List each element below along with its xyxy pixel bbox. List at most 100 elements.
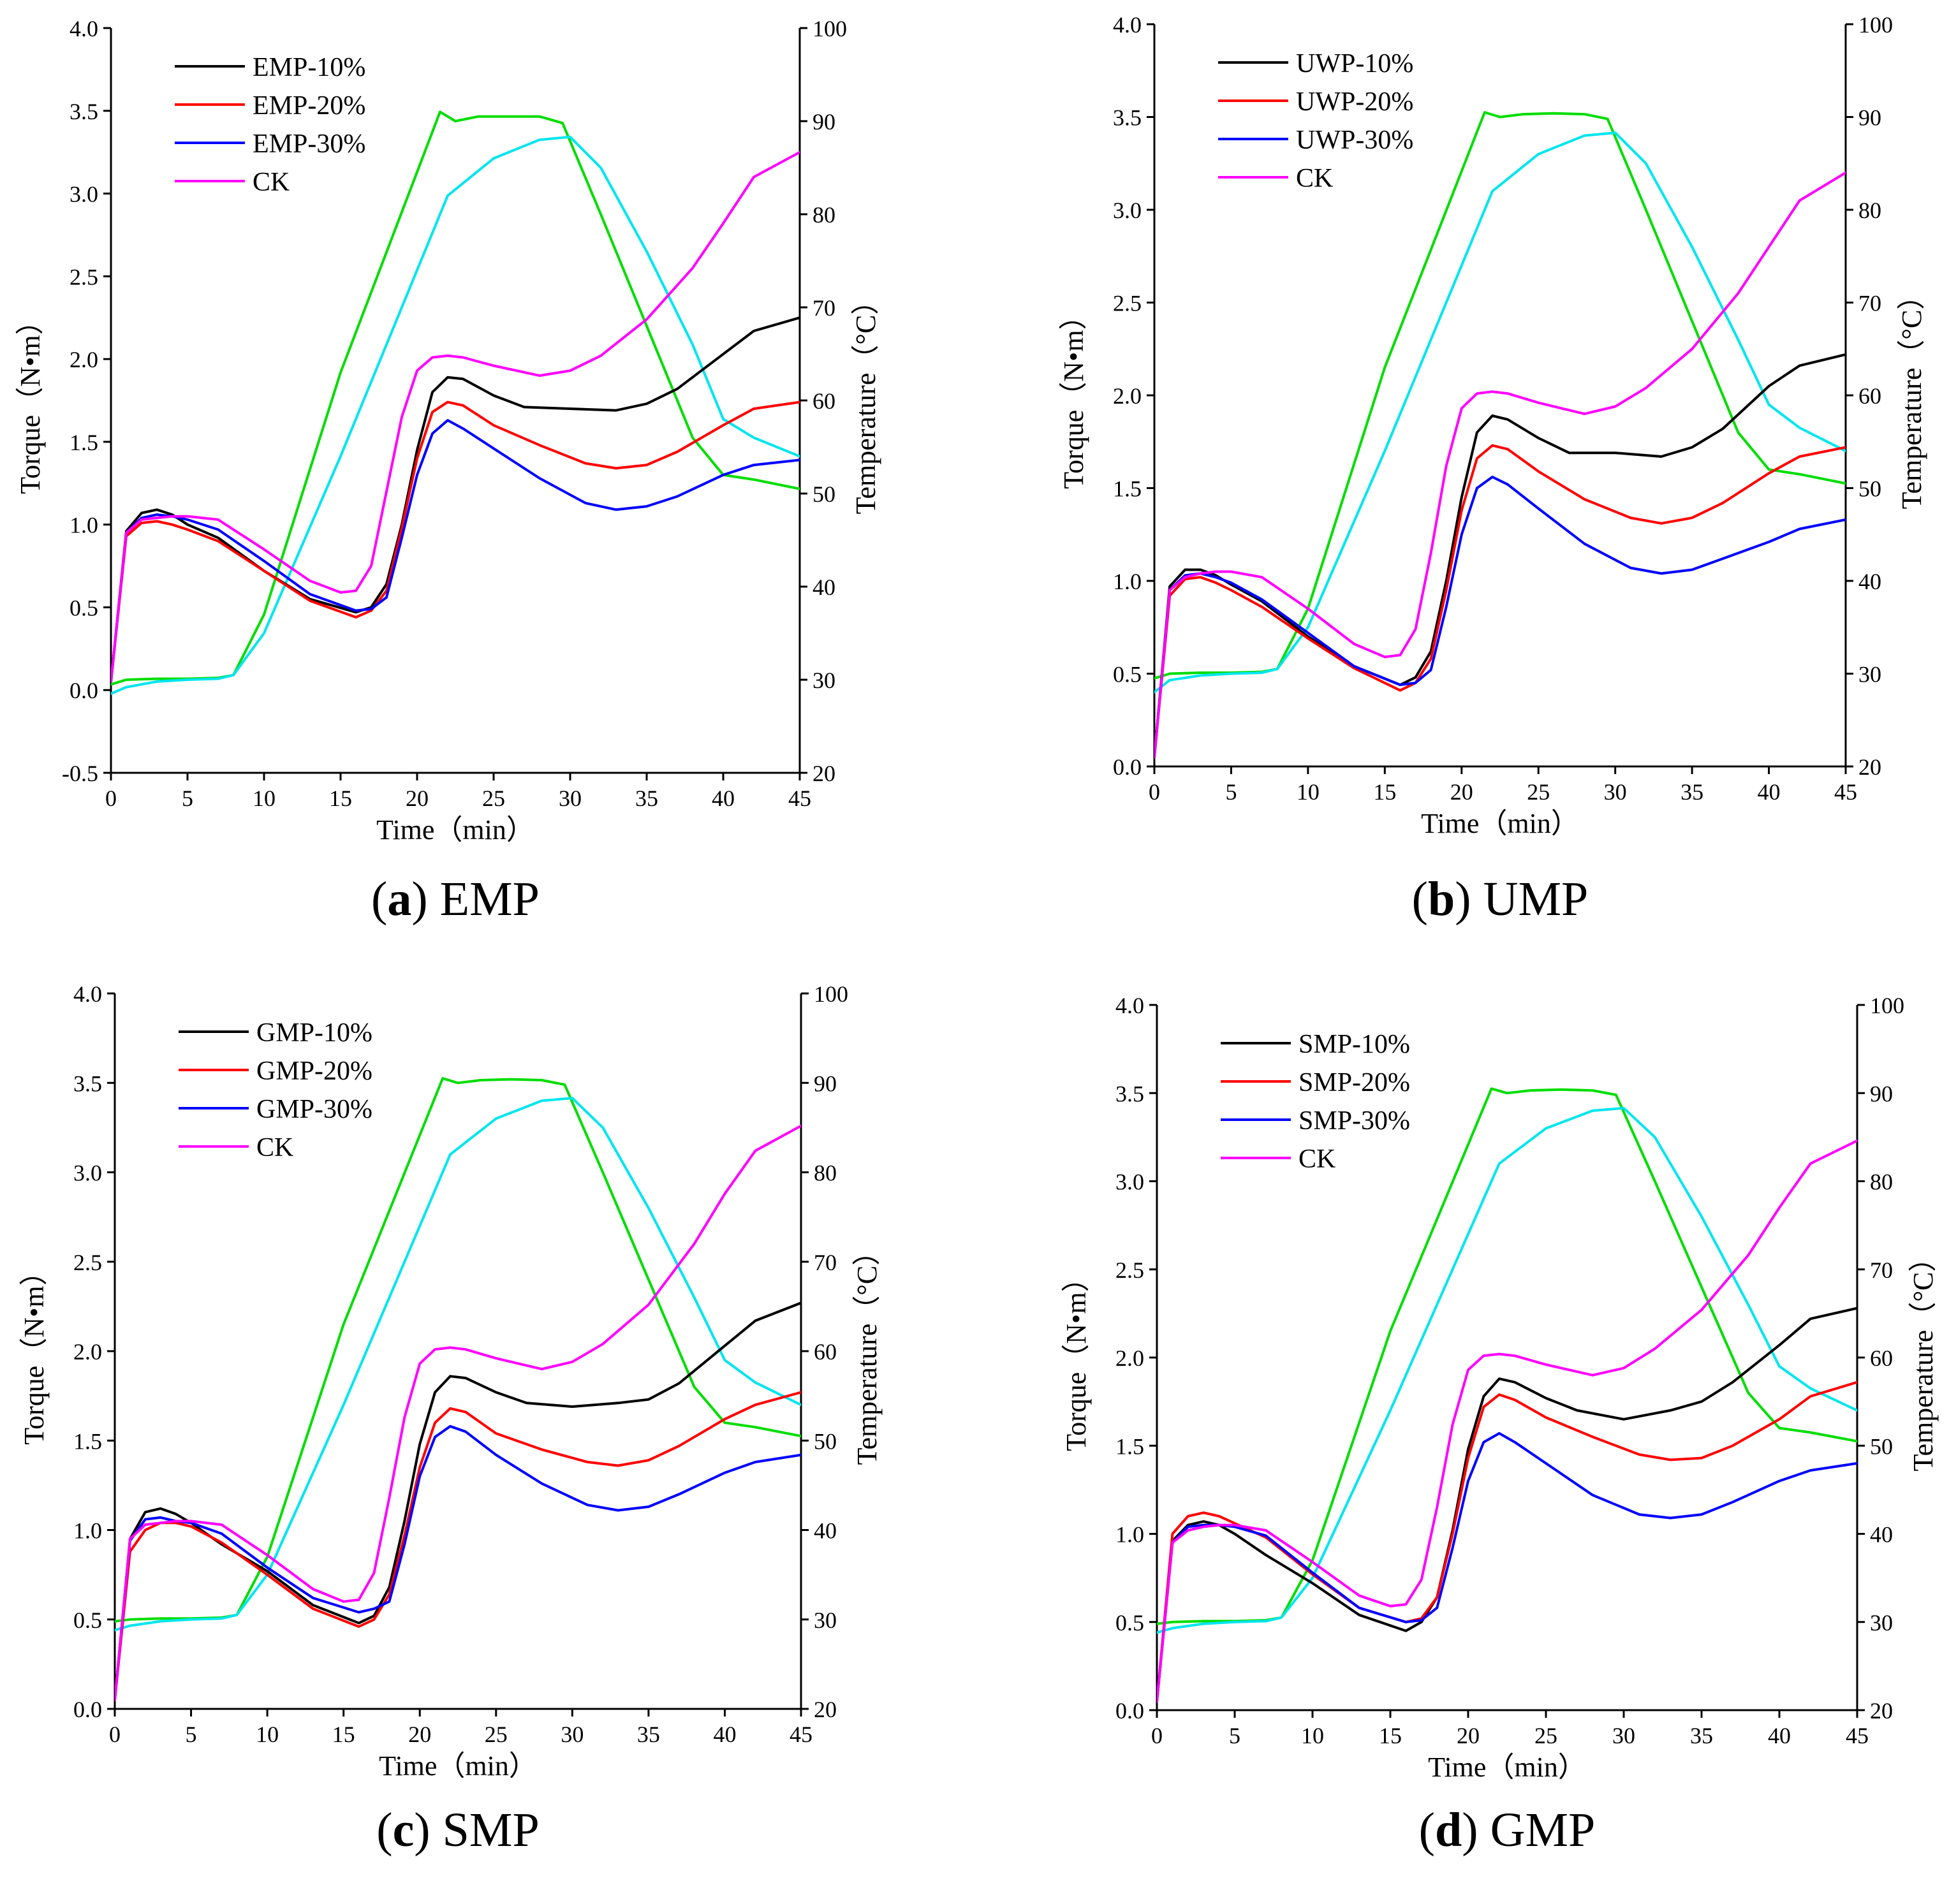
x-tick-label: 35: [637, 1722, 660, 1747]
y2-tick-label: 30: [1858, 662, 1881, 687]
caption-paren-open: (: [376, 1803, 392, 1857]
panel-caption: (c) SMP: [376, 1803, 539, 1857]
series-line-uwp-20-: [1154, 444, 1846, 759]
y-tick-label: 1.0: [70, 513, 98, 538]
y-tick-label: 2.5: [1113, 291, 1142, 316]
x-tick-label: 25: [1534, 1723, 1557, 1748]
series-line-ck: [1157, 1139, 1857, 1703]
y2-axis-label: Temperature（°C）: [851, 1238, 883, 1465]
x-tick-label: 40: [1758, 779, 1781, 805]
x-tick-label: 5: [1229, 1723, 1240, 1748]
x-tick-label: 45: [790, 1722, 813, 1747]
series-line-emp-20-: [111, 400, 800, 684]
temperature-line-4: [111, 110, 800, 686]
caption-paren-close: ): [1455, 872, 1483, 926]
y2-tick-label: 80: [814, 1161, 837, 1186]
series-line-smp-20-: [1157, 1380, 1857, 1703]
y-tick-label: 3.0: [70, 182, 98, 207]
temperature-line-5: [111, 135, 800, 695]
x-tick-label: 30: [1612, 1723, 1635, 1748]
x-tick-label: 5: [182, 786, 193, 811]
x-axis-label: Time（min）: [376, 814, 534, 846]
caption-letter: b: [1428, 872, 1455, 926]
y-tick-label: 1.0: [73, 1518, 102, 1544]
y2-tick-label: 60: [813, 388, 835, 414]
x-axis-label: Time（min）: [1428, 1752, 1586, 1783]
x-tick-label: 30: [1604, 779, 1627, 805]
y-tick-label: 3.0: [73, 1161, 102, 1186]
series-line-smp-10-: [1157, 1307, 1857, 1703]
x-axis-label: Time（min）: [1421, 808, 1579, 839]
legend-label: GMP-20%: [256, 1057, 372, 1086]
y-tick-label: 2.5: [73, 1250, 102, 1275]
y2-tick-label: 20: [814, 1697, 837, 1722]
y2-tick-label: 40: [813, 575, 835, 600]
x-tick-label: 45: [788, 786, 811, 811]
panel-caption: (d) GMP: [1419, 1803, 1596, 1857]
legend-label: UWP-10%: [1296, 49, 1413, 78]
y-tick-label: 3.5: [70, 99, 98, 124]
x-tick-label: 10: [256, 1722, 279, 1747]
x-tick-label: 15: [329, 786, 352, 811]
caption-letter: a: [387, 872, 411, 926]
x-tick-label: 0: [1151, 1723, 1163, 1748]
panel-caption: (b) UMP: [1412, 872, 1589, 926]
y-tick-label: 0.0: [70, 678, 98, 703]
series-line-smp-30-: [1157, 1432, 1857, 1703]
y2-tick-label: 30: [814, 1607, 837, 1633]
series-line-emp-10-: [111, 316, 800, 684]
caption-name: EMP: [440, 872, 540, 926]
caption-letter: c: [393, 1803, 415, 1857]
x-tick-label: 20: [406, 786, 429, 811]
legend-label: CK: [253, 168, 290, 197]
series-line-gmp-30-: [115, 1424, 801, 1701]
y-tick-label: 3.5: [1115, 1081, 1144, 1106]
x-tick-label: 20: [1457, 1723, 1480, 1748]
y2-tick-label: 90: [814, 1071, 837, 1096]
temperature-line-5: [1157, 1106, 1857, 1634]
legend-label: SMP-30%: [1298, 1106, 1410, 1136]
legend-label: EMP-30%: [253, 129, 365, 159]
caption-name: SMP: [443, 1803, 540, 1857]
y-tick-label: 0.0: [1115, 1698, 1144, 1724]
x-tick-label: 35: [1690, 1723, 1713, 1748]
legend-label: CK: [1298, 1145, 1335, 1174]
y-tick-label: 2.0: [1115, 1345, 1144, 1371]
y2-tick-label: 90: [1870, 1081, 1893, 1106]
legend-label: UWP-20%: [1296, 87, 1413, 117]
caption-paren-close: ): [414, 1803, 442, 1857]
legend-label: UWP-30%: [1296, 126, 1413, 155]
caption-paren-close: ): [411, 872, 439, 926]
series-line-emp-30-: [111, 419, 800, 684]
x-tick-label: 45: [1834, 779, 1857, 805]
x-tick-label: 30: [559, 786, 582, 811]
x-tick-label: 20: [408, 1722, 431, 1747]
y-tick-label: 0.5: [1115, 1610, 1144, 1636]
y2-tick-label: 90: [813, 109, 835, 135]
temperature-line-5: [115, 1097, 801, 1632]
legend-label: EMP-10%: [253, 53, 365, 82]
y2-axis-label: Temperature（°C）: [1896, 282, 1927, 509]
y-tick-label: 3.5: [1113, 105, 1142, 131]
y-tick-label: 4.0: [1115, 993, 1144, 1018]
x-tick-label: 0: [105, 786, 117, 811]
x-tick-label: 40: [1768, 1723, 1791, 1748]
y-tick-label: 0.5: [73, 1607, 102, 1633]
x-tick-label: 35: [635, 786, 658, 811]
x-tick-label: 10: [253, 786, 276, 811]
caption-name: UMP: [1483, 872, 1589, 926]
y-tick-label: 2.0: [70, 347, 98, 372]
y2-tick-label: 20: [813, 761, 835, 786]
panel-caption: (a) EMP: [371, 872, 540, 926]
legend-label: CK: [1296, 164, 1333, 193]
y2-tick-label: 100: [1870, 993, 1904, 1018]
x-tick-label: 10: [1297, 779, 1320, 805]
y-tick-label: 1.5: [73, 1428, 102, 1454]
y2-axis-label: Temperature（°C）: [850, 287, 881, 515]
x-tick-label: 15: [1379, 1723, 1402, 1748]
y2-tick-label: 30: [1870, 1610, 1893, 1636]
chart-panel-b: 0 5 10 15 20 25 30 35 40 45 0.0 0.5 1.0 1.5 2.0 2.5 3.0 3…: [1058, 12, 1927, 926]
y-tick-label: 0.0: [73, 1697, 102, 1722]
y2-axis-label: Temperature（°C）: [1908, 1244, 1939, 1472]
